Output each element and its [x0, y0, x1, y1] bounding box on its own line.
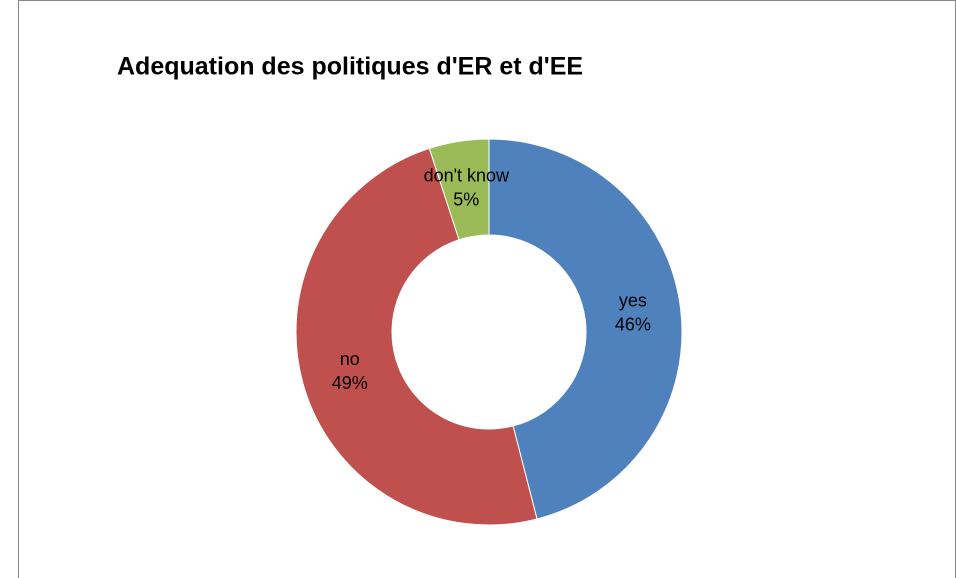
donut-slice	[295, 147, 538, 526]
slice-value-label: 46%	[615, 315, 651, 335]
slice-label: no	[340, 349, 360, 369]
slice-value-label: 5%	[453, 190, 479, 210]
slice-label: don't know	[424, 166, 510, 186]
donut-slice	[488, 138, 683, 520]
chart-title: Adequation des politiques d'ER et d'EE	[117, 53, 583, 81]
slice-label: yes	[619, 291, 647, 311]
donut-slice	[428, 138, 490, 241]
slice-value-label: 49%	[332, 373, 368, 393]
